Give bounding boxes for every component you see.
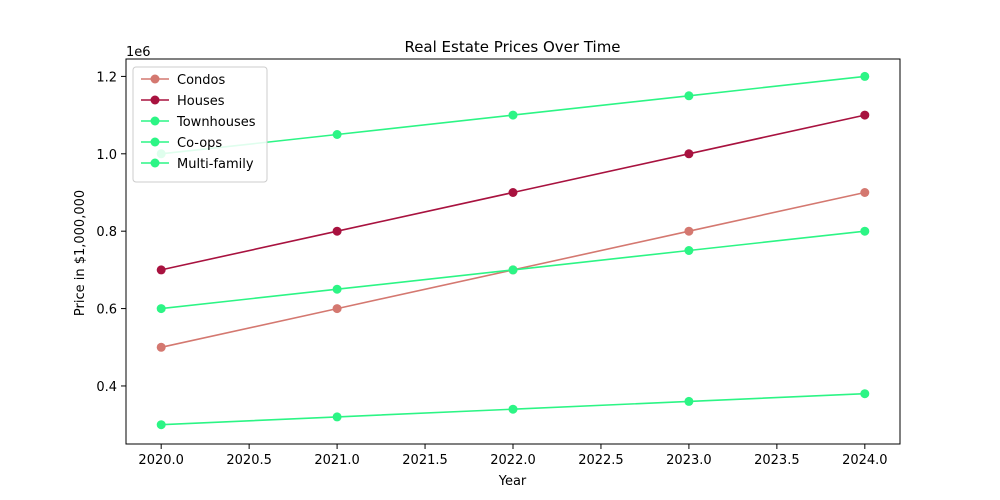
data-point bbox=[332, 226, 342, 236]
data-point bbox=[860, 71, 870, 81]
data-point bbox=[156, 304, 166, 314]
x-axis-label: Year bbox=[498, 474, 527, 489]
legend: Condos Houses Townhouses Co-ops Multi-family bbox=[132, 66, 268, 183]
legend-label: Condos bbox=[177, 73, 225, 88]
y-tick-label: 0.6 bbox=[96, 303, 117, 318]
data-point bbox=[508, 188, 518, 197]
legend-label: Townhouses bbox=[176, 115, 256, 130]
legend-box bbox=[132, 66, 268, 183]
x-tick-label: 2021.0 bbox=[314, 453, 360, 468]
x-tick-label: 2021.5 bbox=[402, 453, 448, 468]
data-point bbox=[332, 130, 342, 139]
data-point bbox=[860, 188, 870, 197]
legend-label: Co-ops bbox=[177, 136, 222, 151]
data-point bbox=[156, 420, 166, 430]
data-point bbox=[508, 404, 518, 414]
data-point bbox=[860, 226, 870, 236]
y-tick-label: 0.4 bbox=[96, 380, 117, 395]
legend-label: Multi-family bbox=[177, 157, 254, 172]
legend-marker bbox=[150, 95, 160, 105]
data-point bbox=[684, 149, 694, 159]
y-tick-label: 1.0 bbox=[96, 148, 117, 163]
x-tick-label: 2022.5 bbox=[578, 453, 624, 468]
data-point bbox=[684, 246, 694, 255]
data-point bbox=[156, 265, 166, 275]
data-point bbox=[508, 110, 518, 120]
data-point bbox=[508, 265, 518, 275]
y-axis-offset-label: 1e6 bbox=[126, 45, 151, 60]
data-point bbox=[332, 304, 342, 314]
legend-marker bbox=[150, 116, 160, 126]
data-point bbox=[684, 396, 694, 406]
chart-title: Real Estate Prices Over Time bbox=[404, 38, 620, 56]
legend-label: Houses bbox=[177, 94, 225, 109]
x-tick-label: 2024.0 bbox=[842, 453, 888, 468]
data-point bbox=[684, 91, 694, 101]
data-point bbox=[860, 110, 870, 120]
x-tick-label: 2022.0 bbox=[490, 453, 536, 468]
plot-area: 2020.0 2020.5 2021.0 2021.5 2022.0 2022.5 2023… bbox=[96, 58, 901, 468]
data-point bbox=[860, 389, 870, 399]
data-point bbox=[332, 412, 342, 422]
x-tick-label: 2023.0 bbox=[666, 453, 712, 468]
y-tick-label: 1.2 bbox=[96, 70, 117, 85]
legend-marker bbox=[150, 137, 160, 147]
x-tick-label: 2020.0 bbox=[138, 453, 184, 468]
legend-marker bbox=[150, 74, 160, 84]
data-point bbox=[332, 284, 342, 294]
x-tick-label: 2020.5 bbox=[226, 453, 272, 468]
x-tick-label: 2023.5 bbox=[754, 453, 800, 468]
data-point bbox=[684, 226, 694, 236]
y-axis-label: Price in $1,000,000 bbox=[73, 190, 88, 316]
legend-marker bbox=[150, 158, 160, 168]
y-tick-label: 0.8 bbox=[96, 225, 117, 240]
data-point bbox=[156, 342, 166, 352]
